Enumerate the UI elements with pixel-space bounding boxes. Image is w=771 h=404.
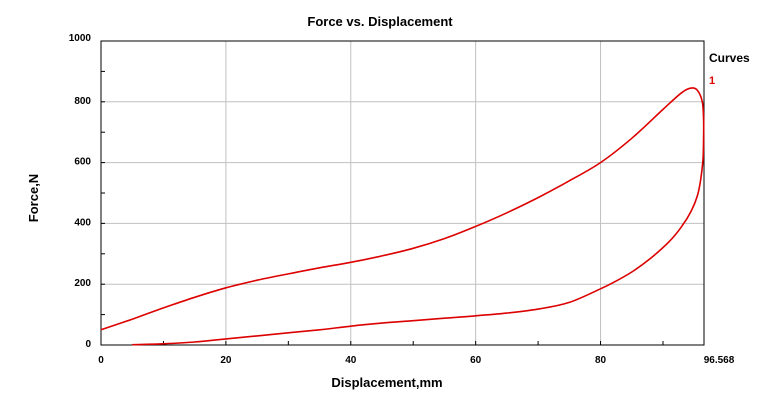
- y-tick-labels: 0 200 400 600 800 1000: [69, 33, 92, 350]
- y-axis-label: Force,N: [26, 174, 41, 222]
- chart-title: Force vs. Displacement: [307, 14, 453, 29]
- x-tick-label: 20: [220, 355, 232, 366]
- y-tick-label: 0: [85, 339, 91, 350]
- legend-title: Curves: [709, 51, 750, 65]
- y-tick-label: 400: [74, 217, 91, 228]
- plot-frame: [100, 40, 705, 346]
- minor-ticks: [101, 40, 664, 346]
- y-tick-label: 1000: [69, 33, 92, 44]
- x-tick-label: 80: [595, 355, 607, 366]
- legend-item-series-1: 1: [709, 75, 715, 87]
- x-tick-label: 60: [470, 355, 482, 366]
- x-axis-end-label: 96.568: [704, 355, 735, 366]
- y-tick-label: 200: [74, 278, 91, 289]
- x-axis-label: Displacement,mm: [331, 375, 442, 390]
- series-layer: [100, 87, 705, 346]
- series-line-1: [100, 87, 705, 346]
- y-tick-label: 800: [74, 96, 91, 107]
- x-tick-labels: 0 20 40 60 80: [98, 355, 606, 366]
- x-tick-label: 0: [98, 355, 104, 366]
- x-tick-label: 40: [345, 355, 357, 366]
- grid-lines: [101, 41, 704, 345]
- y-tick-label: 600: [74, 157, 91, 168]
